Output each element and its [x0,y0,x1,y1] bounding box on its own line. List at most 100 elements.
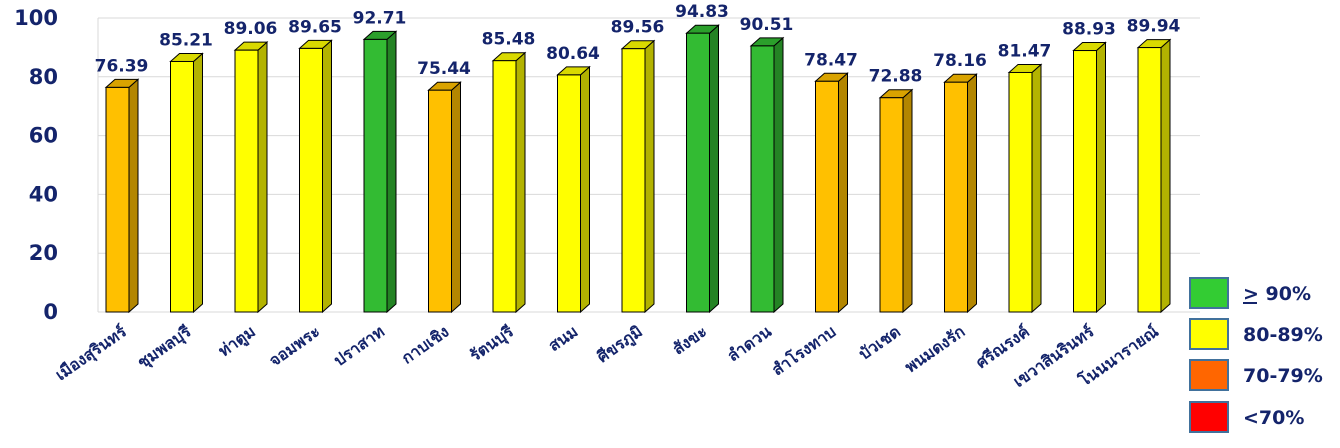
data-label: 78.47 [804,50,858,70]
category-label: สำโรงทาบ [768,321,840,380]
bar-side [838,72,848,314]
category-label: จอมพระ [265,322,323,370]
bar-side [902,88,913,314]
legend-label: > 90% [1243,283,1311,305]
bar-front [944,81,968,313]
bar [620,39,656,314]
data-label: 90.51 [740,15,794,35]
y-tick-label: 80 [29,65,58,89]
legend-item: 80-89% [1189,318,1323,350]
data-label: 76.39 [95,56,149,76]
bar-side [128,78,139,314]
y-tick-label: 100 [14,6,58,30]
bar [1072,41,1107,314]
category-label: ศีขรภูมิ [593,322,647,368]
legend-item: <70% [1189,401,1304,433]
data-label: 89.06 [224,19,278,39]
bar-front [621,48,646,313]
bars [104,24,1172,314]
category-label: รัตนบุรี [466,321,518,366]
data-label: 89.56 [611,18,665,38]
bar-side [1160,38,1171,314]
bar-front [299,47,323,313]
bar-side [451,81,461,314]
data-label: 92.71 [353,8,407,28]
legend-item: > 90% [1189,277,1311,309]
y-tick-label: 0 [43,300,58,324]
data-label: 89.94 [1127,17,1181,37]
bar-front [428,89,452,313]
data-label: 94.83 [675,2,729,22]
bar-front [557,74,581,313]
bar [749,36,785,314]
data-label: 88.93 [1062,20,1116,40]
bar [233,41,269,314]
data-label: 81.47 [998,41,1052,61]
bar [104,78,140,314]
category-label: พนมดงรัก [901,322,968,377]
category-label: สังขะ [669,322,710,359]
data-label: 75.44 [417,59,471,79]
data-label: 80.64 [546,44,600,64]
bar-front [1008,71,1033,313]
data-label: 78.16 [933,51,987,71]
category-label: บัวเชด [855,322,903,364]
bar [685,24,720,314]
bar-side [515,51,526,314]
bar-front [492,60,517,313]
y-axis-ticks: 0 20 40 60 80 100 [14,6,58,324]
bar-front [750,45,775,313]
bar [814,72,849,314]
category-label: เมืองสุรินทร์ [52,321,131,385]
bar [491,51,527,314]
bar-front [105,86,130,313]
category-label: กาบเชิง [398,322,452,368]
bar-side [1031,63,1042,314]
legend-swatch [1189,359,1229,391]
category-labels: เมืองสุรินทร์ ชุมพลบุรี ท่าตูม จอมพระ ปราสาท… [52,321,1162,391]
bar-front [686,32,710,313]
bar [298,39,333,314]
y-tick-label: 40 [29,182,58,206]
category-label: ชุมพลบุรี [134,321,195,372]
legend-item: 70-79% [1189,359,1323,391]
y-tick-label: 20 [29,241,58,265]
category-label: ท่าตูม [215,322,260,362]
bar-side [193,52,203,314]
legend-swatch [1189,318,1229,350]
legend-swatch [1189,401,1229,433]
bar-front [1073,50,1097,313]
category-label: ลำดวน [724,322,775,366]
bar-side [257,41,268,314]
bar [362,30,398,314]
category-label: สนม [545,322,581,355]
bar-front [815,80,839,313]
y-tick-label: 60 [29,124,58,148]
bar [556,65,591,314]
bar [878,88,914,314]
data-label: 85.21 [159,30,213,50]
data-label: 72.88 [869,67,923,87]
bar-side [580,65,590,314]
data-label: 89.65 [288,17,342,37]
bar [169,52,204,314]
bar-front [170,60,194,313]
category-label: ปราสาท [330,322,388,370]
bar-side [386,30,397,314]
bar-front [363,38,388,313]
bar-side [644,39,655,314]
bar-side [322,39,332,314]
data-label: 85.48 [482,30,536,50]
legend-label: 70-79% [1243,365,1323,387]
bar-front [234,49,259,313]
bar-front [1137,47,1162,313]
bar-side [709,24,719,314]
legend-swatch [1189,277,1229,309]
data-labels: 76.39 85.21 89.06 89.65 92.71 75.44 85.48 80.64… [95,2,1181,87]
legend: > 90% 80-89% 70-79% <70% [1189,277,1323,433]
bar [1136,38,1172,314]
legend-label: 80-89% [1243,324,1323,346]
bar-side [1096,41,1106,314]
legend-label: <70% [1243,407,1304,429]
